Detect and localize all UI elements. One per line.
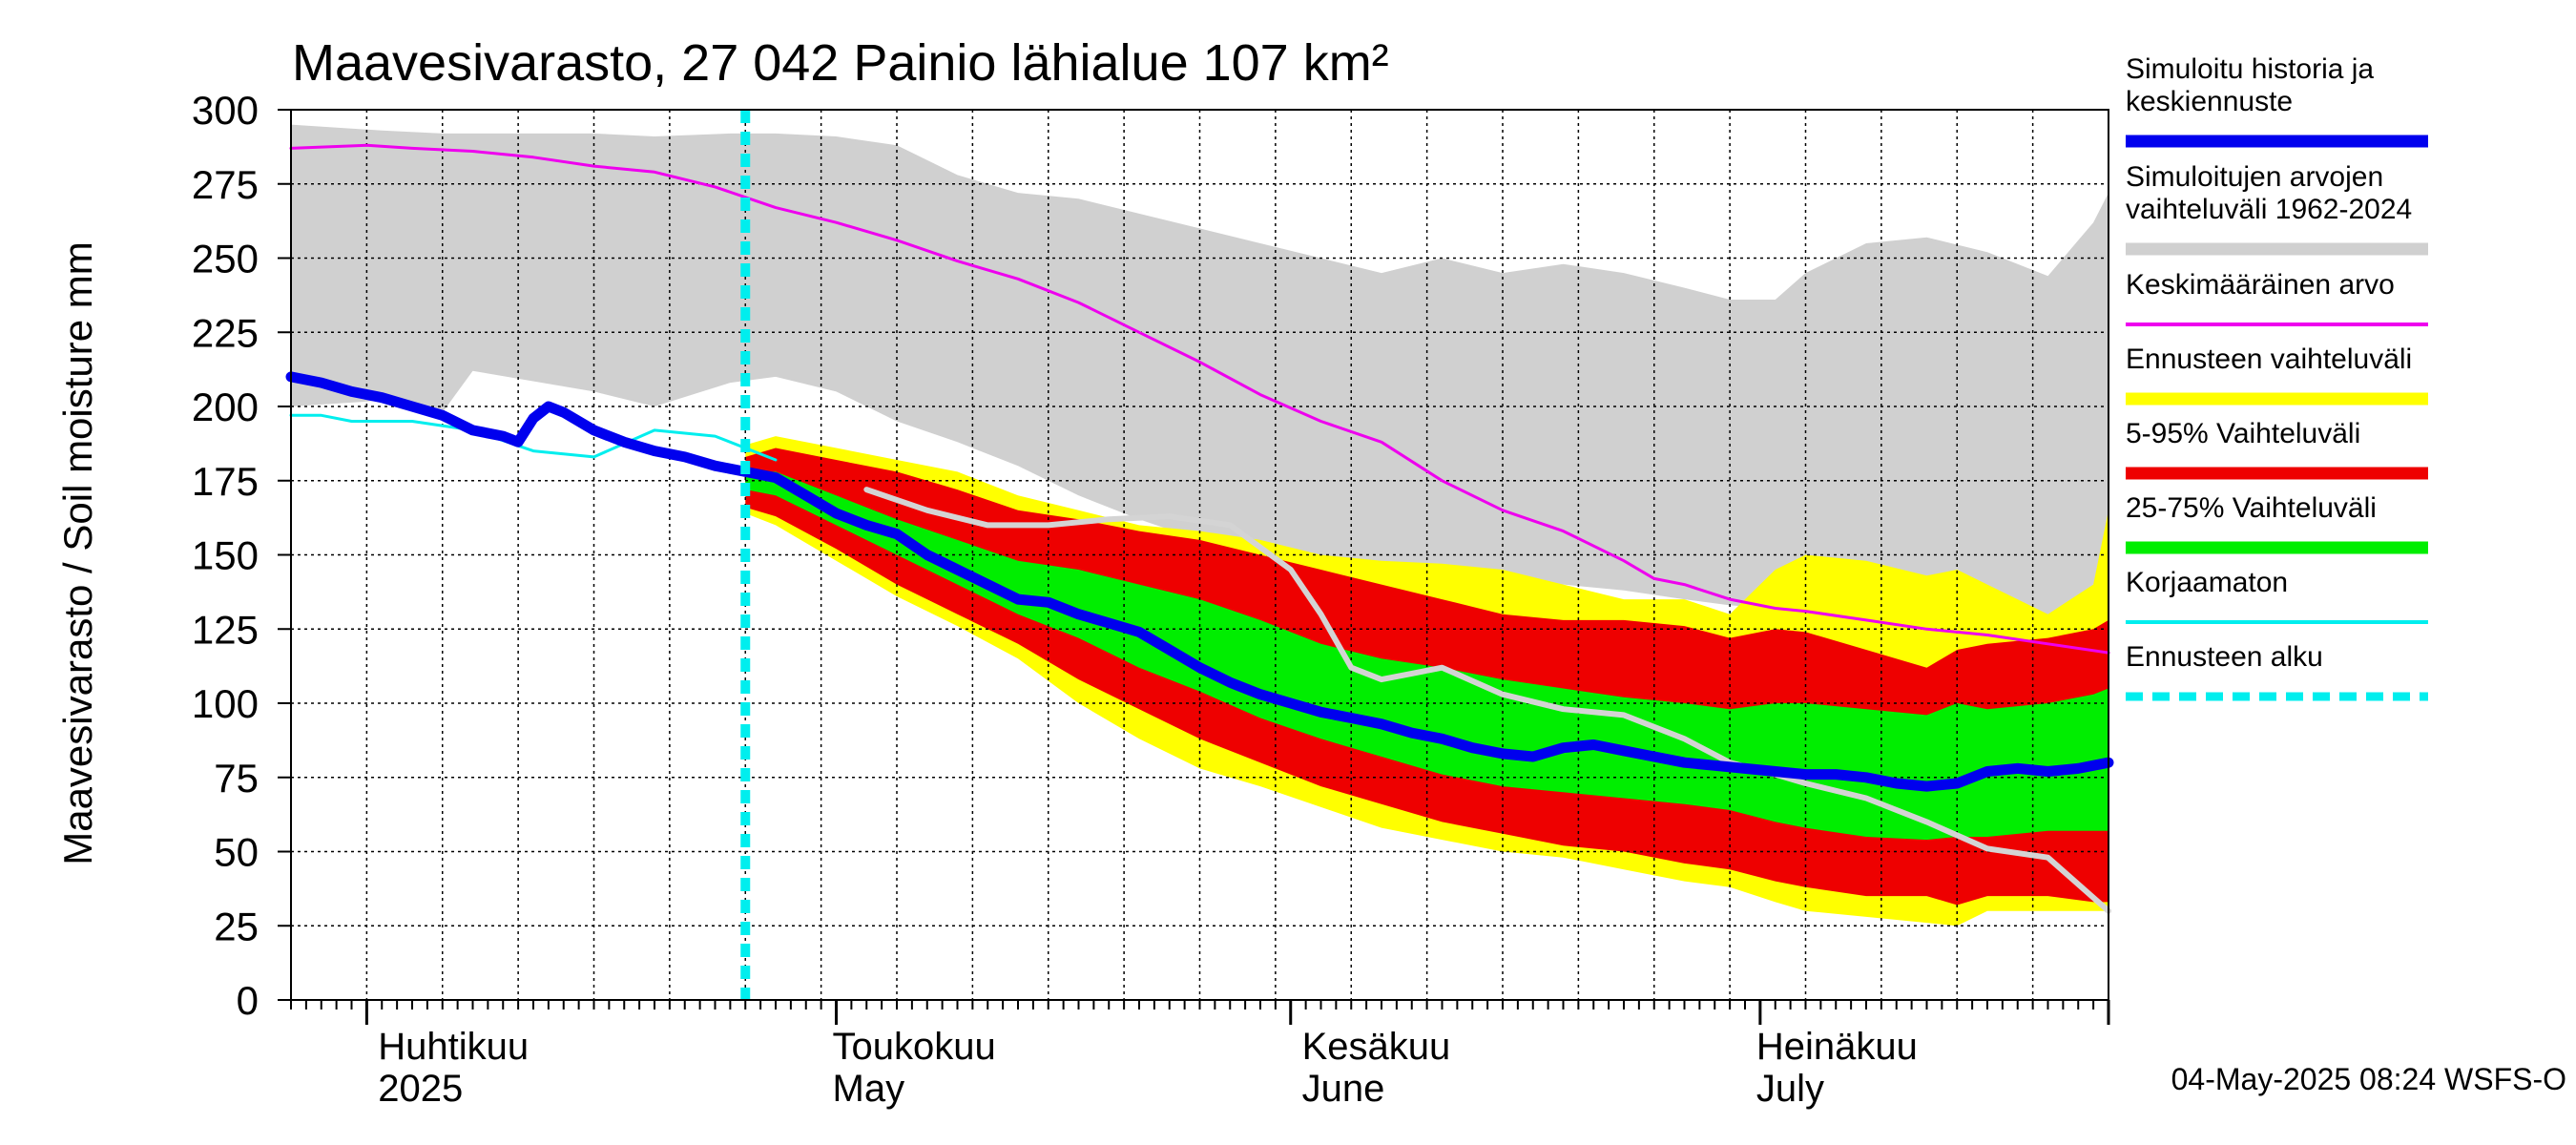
y-axis-label: Maavesivarasto / Soil moisture mm	[55, 241, 100, 865]
legend-label: Simuloitujen arvojen vaihteluväli 1962-20…	[2126, 161, 2412, 225]
y-tick-label: 275	[192, 162, 259, 207]
y-tick-label: 0	[237, 978, 259, 1023]
y-tick-label: 25	[214, 904, 259, 948]
legend: Simuloitu historia ja keskiennuste Simuloi…	[2126, 53, 2428, 701]
series-line	[289, 143, 2110, 655]
month-label-fi: Toukokuu	[833, 1026, 996, 1068]
month-label-en: July	[1756, 1068, 1824, 1110]
y-tick-label: 100	[192, 681, 259, 726]
month-label-fi: Huhtikuu	[378, 1026, 529, 1068]
band-p25_75	[745, 471, 2109, 841]
plot-lines	[285, 110, 2114, 1000]
legend-label: 25-75% Vaihteluväli	[2126, 492, 2377, 524]
y-tick-label: 75	[214, 756, 259, 801]
timestamp: 04-May-2025 08:24 WSFS-O	[2171, 1062, 2566, 1096]
legend-label: Keskimääräinen arvo	[2126, 269, 2395, 301]
month-label-fi: Kesäkuu	[1302, 1026, 1451, 1068]
legend-label: Korjaamaton	[2126, 567, 2288, 598]
y-tick-label: 150	[192, 533, 259, 578]
legend-label: Ennusteen alku	[2126, 641, 2323, 673]
legend-label: Simuloitu historia ja keskiennuste	[2126, 53, 2374, 117]
axes: 0 25 50 75 100 125 150 175 200 225 250 275 300 Huhtik…	[192, 88, 2110, 1110]
legend-label: 5-95% Vaihteluväli	[2126, 418, 2360, 449]
y-tick-label: 50	[214, 830, 259, 875]
chart-title: Maavesivarasto, 27 042 Painio lähialue 1…	[292, 34, 1389, 92]
month-label-en: May	[833, 1068, 905, 1110]
y-tick-label: 200	[192, 385, 259, 429]
y-tick-label: 175	[192, 459, 259, 504]
series-line	[863, 487, 2111, 914]
month-label-en: 2025	[378, 1068, 463, 1110]
y-tick-label: 125	[192, 607, 259, 652]
month-label-en: June	[1302, 1068, 1385, 1110]
y-tick-label: 300	[192, 88, 259, 133]
grid	[291, 110, 2109, 1000]
legend-label: Ennusteen vaihteluväli	[2126, 344, 2412, 375]
y-tick-label: 225	[192, 310, 259, 355]
y-tick-label: 250	[192, 237, 259, 281]
month-label-fi: Heinäkuu	[1756, 1026, 1918, 1068]
series-line	[285, 371, 2114, 792]
